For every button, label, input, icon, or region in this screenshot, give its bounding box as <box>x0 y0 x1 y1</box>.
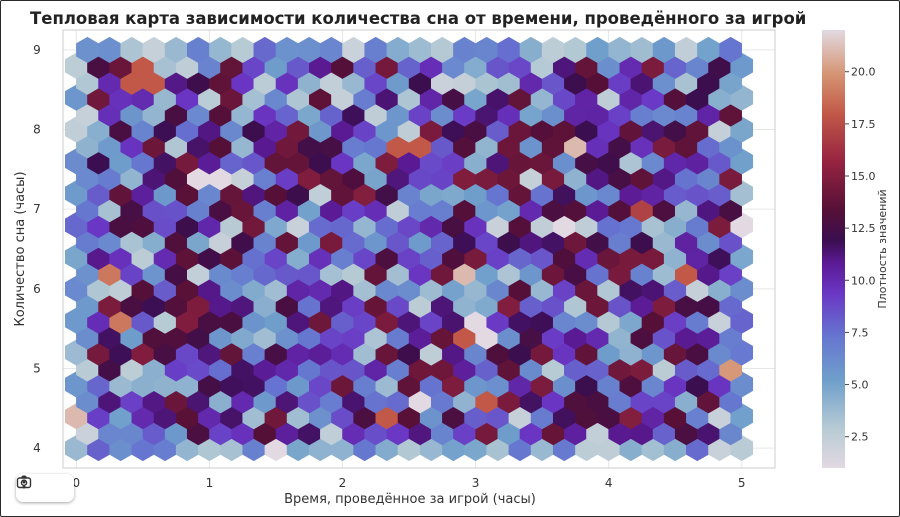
colorbar <box>822 30 845 468</box>
colorbar-label: Плотность значений <box>876 189 889 308</box>
more-vertical-icon <box>22 475 26 489</box>
hex-bin <box>453 36 476 63</box>
hex-bin <box>386 36 410 63</box>
hex-bin <box>253 36 277 63</box>
hex-bin <box>586 36 609 63</box>
hex-bin <box>342 36 365 63</box>
x-tick-label: 3 <box>472 476 480 490</box>
x-tick-labels: 0 1 2 3 4 5 <box>72 476 745 490</box>
colorbar-tick-label: 10.0 <box>851 274 876 287</box>
plot-area-border <box>62 29 776 469</box>
hex-bin <box>320 36 343 63</box>
hex-bin <box>186 36 210 63</box>
y-tick-label: 5 <box>33 361 41 375</box>
hex-bin <box>120 36 144 63</box>
hex-bin <box>497 36 521 63</box>
hex-bin <box>541 36 565 63</box>
x-tick-label: 5 <box>738 476 746 490</box>
x-tick-label: 2 <box>339 476 347 490</box>
hex-bin <box>76 36 99 63</box>
hex-bin <box>697 36 720 63</box>
hex-bin <box>142 36 166 63</box>
hex-bin <box>364 36 388 63</box>
colorbar-tick-label: 12.5 <box>851 222 876 235</box>
hex-bin <box>519 36 543 63</box>
x-tick-label: 1 <box>206 476 214 490</box>
hex-bin <box>98 36 121 63</box>
y-tick-label: 8 <box>33 123 41 137</box>
hex-bins <box>65 36 754 462</box>
hex-bin <box>297 36 321 63</box>
colorbar-tick-label: 15.0 <box>851 170 876 183</box>
hex-bin <box>564 36 587 63</box>
hex-bin <box>674 36 698 63</box>
hex-bin <box>275 36 299 63</box>
more-options-button[interactable] <box>22 474 74 502</box>
hex-bin <box>164 36 188 63</box>
y-tick-label: 9 <box>33 43 41 57</box>
colorbar-ticks: 2.5 5.0 7.5 10.0 12.5 15.0 17.5 20.0 <box>845 66 876 444</box>
y-tick-label: 7 <box>33 202 41 216</box>
hex-bin <box>209 36 232 63</box>
x-tick-label: 0 <box>72 476 80 490</box>
colorbar-tick-label: 2.5 <box>851 431 869 444</box>
y-tick-label: 6 <box>33 282 41 296</box>
hex-bin <box>719 36 742 63</box>
chart-title: Тепловая карта зависимости количества сн… <box>30 9 807 28</box>
y-axis-label: Количество сна (часы) <box>13 171 28 326</box>
colorbar-tick-label: 17.5 <box>851 118 876 131</box>
colorbar-tick-label: 20.0 <box>851 66 876 79</box>
y-tick-label: 4 <box>33 441 41 455</box>
y-tick-labels: 4 5 6 7 8 9 <box>33 43 41 455</box>
hex-bin <box>475 36 498 63</box>
colorbar-tick-label: 5.0 <box>851 379 869 392</box>
hex-bin <box>608 36 632 63</box>
chart-toolbar <box>16 474 74 502</box>
hex-bin <box>652 36 676 63</box>
hex-bin <box>231 36 254 63</box>
x-tick-label: 4 <box>605 476 613 490</box>
hex-bin <box>630 36 654 63</box>
hex-bin <box>408 36 432 63</box>
hex-bin <box>430 36 454 63</box>
x-axis-label: Время, проведённое за игрой (часы) <box>284 492 536 507</box>
colorbar-tick-label: 7.5 <box>851 326 869 339</box>
